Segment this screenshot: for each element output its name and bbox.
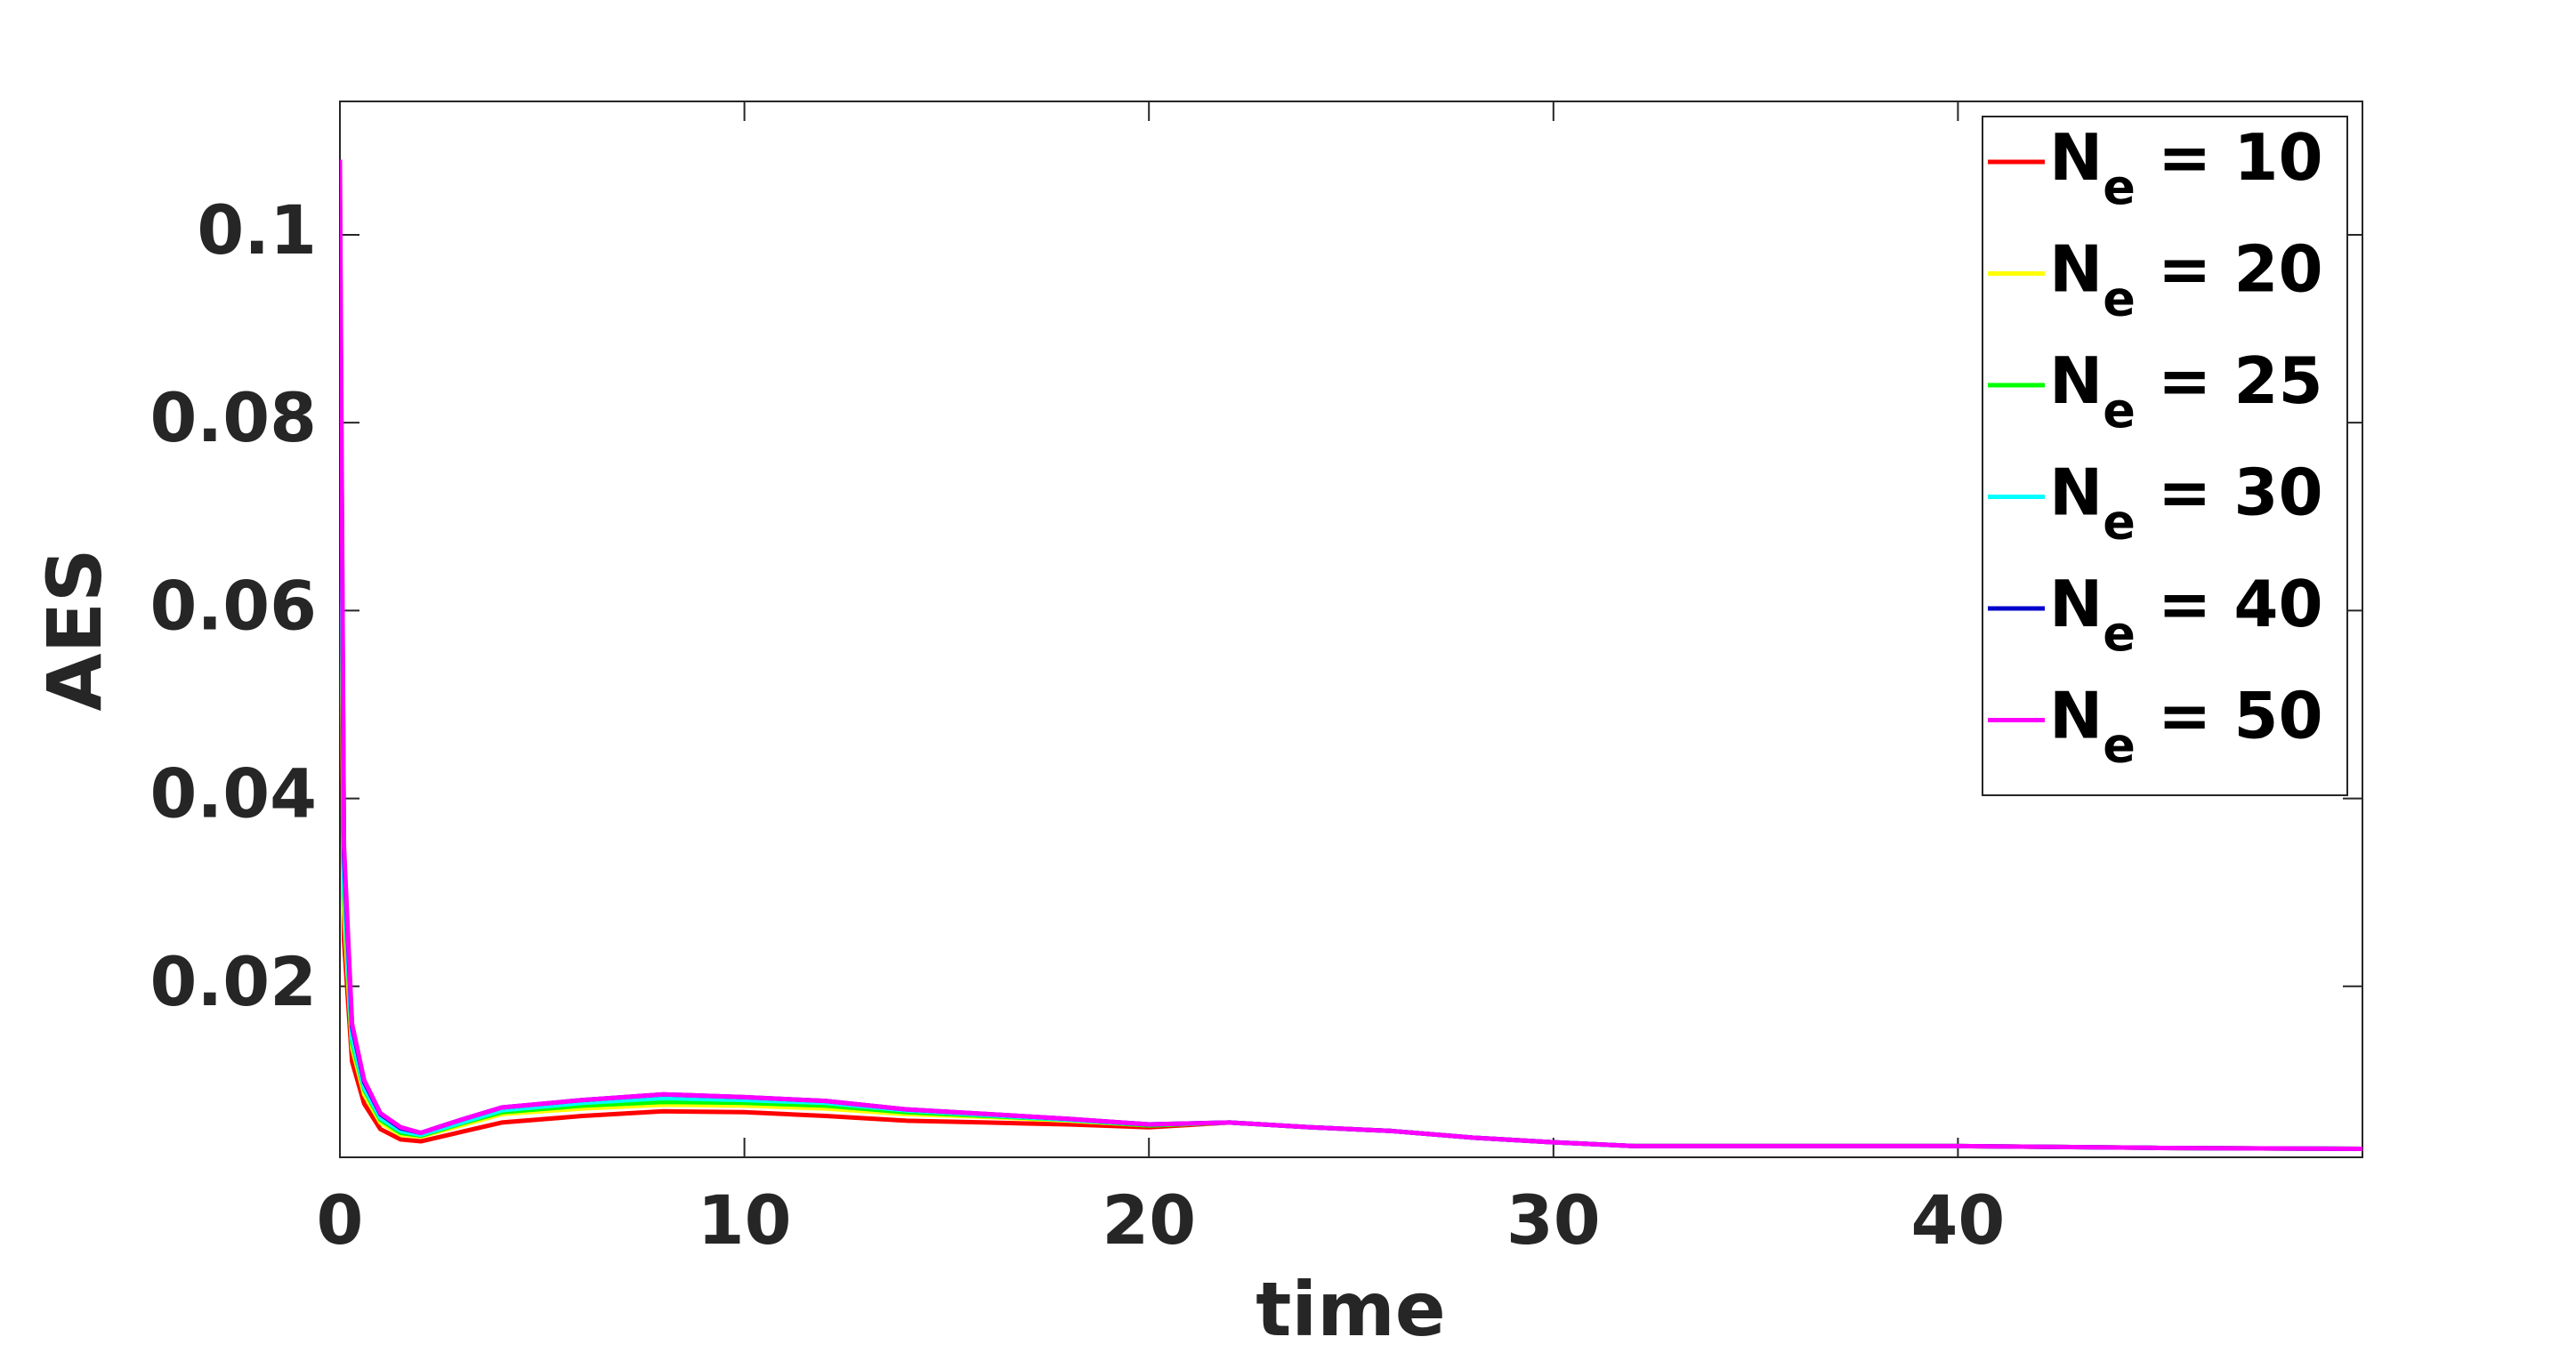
y-axis-label: AES — [31, 549, 118, 712]
y-tick-label: 0.1 — [197, 190, 317, 270]
x-tick-label: 10 — [698, 1180, 792, 1260]
legend-label: Ne = 10 — [2049, 120, 2323, 215]
x-tick-label: 40 — [1911, 1180, 2006, 1260]
y-tick-label: 0.06 — [149, 566, 317, 645]
x-axis-label: time — [1256, 1266, 1445, 1345]
legend-box — [1982, 116, 2348, 796]
legend-label: Ne = 30 — [2049, 455, 2323, 550]
legend-label: Ne = 25 — [2049, 343, 2323, 439]
y-tick-label: 0.02 — [149, 942, 317, 1021]
legend: Ne = 10 Ne = 20 Ne = 25 Ne = 30 Ne = 40 Ne = … — [1982, 116, 2348, 796]
legend-label: Ne = 20 — [2049, 231, 2323, 326]
x-tick-label: 30 — [1506, 1180, 1601, 1260]
legend-label: Ne = 40 — [2049, 567, 2323, 662]
x-tick-label: 0 — [317, 1180, 364, 1260]
legend-label: Ne = 50 — [2049, 678, 2323, 773]
y-tick-label: 0.08 — [149, 378, 317, 457]
x-tick-label: 20 — [1102, 1180, 1196, 1260]
data-line — [340, 159, 2362, 1151]
y-tick-label: 0.04 — [149, 754, 317, 834]
